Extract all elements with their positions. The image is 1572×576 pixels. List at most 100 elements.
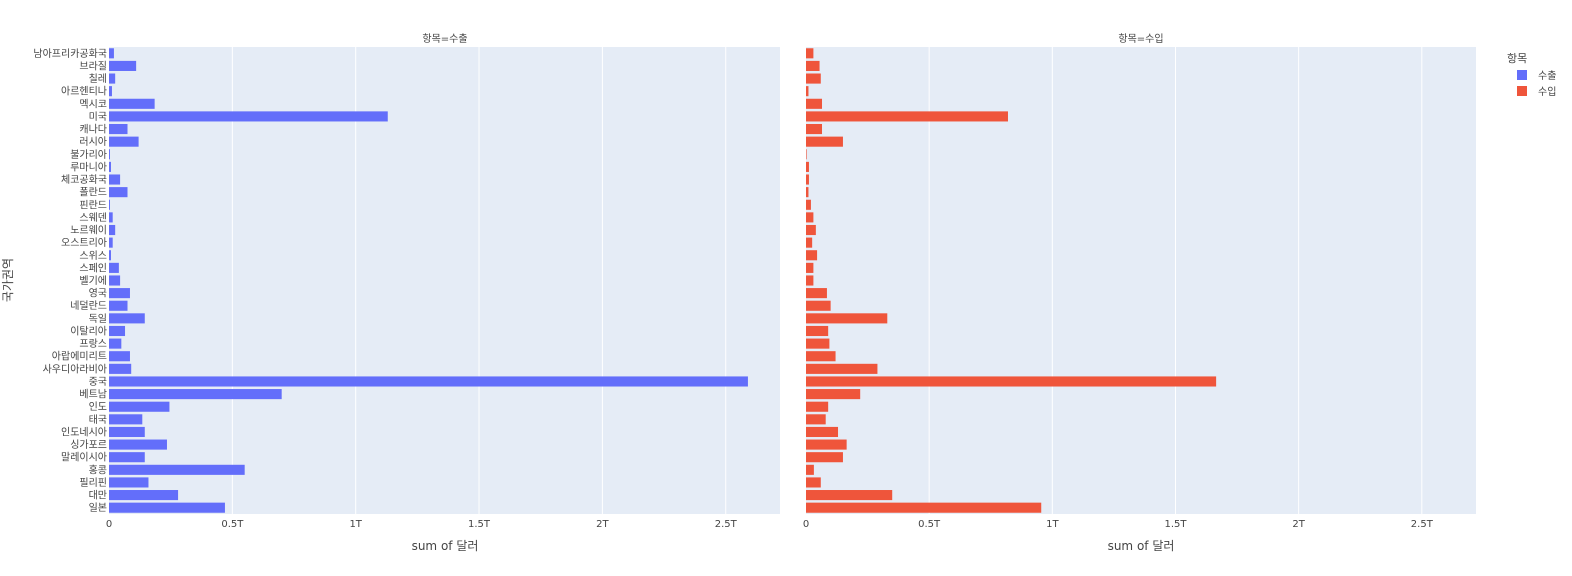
legend-label-import: 수입	[1538, 85, 1556, 98]
x-tick-label: 1T	[1046, 519, 1059, 530]
y-tick-label: 베트남	[79, 389, 107, 401]
x-tick-label: 2.5T	[1411, 519, 1434, 530]
y-tick-label: 독일	[89, 313, 107, 325]
bar	[806, 187, 809, 198]
bar	[806, 426, 839, 438]
bar	[806, 250, 818, 261]
bar	[109, 123, 128, 135]
bar	[109, 351, 130, 362]
bar	[109, 313, 145, 324]
y-tick-label: 홍콩	[89, 463, 107, 476]
bar	[109, 224, 116, 236]
bar	[109, 187, 128, 198]
bar	[806, 300, 831, 311]
bar	[806, 149, 807, 160]
y-tick-label: 캐나다	[79, 124, 107, 136]
bar	[109, 401, 170, 412]
y-tick-label: 러시아	[79, 136, 107, 148]
y-tick-label: 핀란드	[79, 199, 107, 211]
facet-panel-1: 0 0.5T 1T 1.5T 2T 2.5T	[803, 47, 1476, 530]
bar	[806, 98, 823, 109]
bar	[806, 439, 847, 450]
bar	[806, 136, 843, 147]
bar	[109, 111, 388, 122]
bar	[109, 439, 167, 450]
y-tick-label: 체코공화국	[61, 174, 107, 186]
y-tick-label: 스웨덴	[79, 212, 107, 224]
bar	[806, 464, 814, 475]
y-tick-label: 아랍에미리트	[52, 350, 107, 363]
plot-background	[806, 47, 1476, 514]
facet-panels: 0 0.5T 1T 1.5T 2T 2.5T 남아프리카공화국브라질칠레아르헨티나멕시코미국…	[33, 47, 1476, 530]
y-tick-label: 노르웨이	[70, 225, 107, 237]
y-tick-label: 이탈리아	[70, 324, 107, 337]
plot-background	[109, 47, 780, 514]
y-tick-label: 오스트리아	[61, 237, 107, 249]
legend: 항목 수출 수입	[1507, 52, 1556, 98]
bar	[806, 414, 826, 425]
y-tick-label: 브라질	[79, 60, 107, 72]
bar	[109, 86, 112, 97]
bar	[806, 490, 893, 501]
bar	[806, 123, 823, 135]
bar	[806, 60, 820, 71]
y-tick-label: 네덜란드	[70, 300, 107, 312]
bar	[109, 389, 282, 400]
bar	[109, 452, 145, 463]
bar	[806, 48, 814, 59]
y-tick-label: 사우디아라비아	[43, 363, 107, 375]
bar	[806, 325, 829, 337]
y-tick-label: 칠레	[89, 73, 107, 85]
bar	[109, 376, 748, 387]
bar	[109, 136, 139, 147]
bar	[806, 224, 816, 236]
bar	[109, 414, 143, 425]
bar	[109, 48, 114, 59]
x-tick-label: 2.5T	[715, 519, 738, 530]
x-axis-title-right: sum of 달러	[1108, 539, 1175, 553]
bar	[109, 212, 113, 223]
y-tick-label: 아르헨티나	[61, 86, 107, 98]
bar	[806, 401, 829, 412]
y-tick-label: 필리핀	[79, 477, 107, 489]
bar	[806, 174, 809, 185]
bar	[109, 161, 111, 172]
bar	[109, 262, 119, 273]
bar	[109, 325, 126, 337]
bar	[109, 490, 179, 501]
bar	[806, 86, 809, 97]
legend-swatch-import	[1517, 86, 1527, 96]
bar	[109, 477, 149, 488]
bar	[806, 502, 1042, 513]
bar	[109, 250, 111, 261]
y-tick-label: 태국	[89, 414, 107, 426]
x-tick-label: 0	[803, 519, 809, 530]
legend-item-import[interactable]: 수입	[1517, 85, 1556, 98]
x-tick-label: 1.5T	[1164, 519, 1187, 530]
y-tick-label: 프랑스	[79, 338, 107, 350]
y-tick-label: 스위스	[79, 249, 107, 262]
bar	[806, 313, 888, 324]
bar	[109, 199, 110, 210]
legend-swatch-export	[1517, 70, 1527, 80]
y-tick-label: 말레이시아	[61, 452, 107, 464]
bar	[109, 338, 122, 349]
legend-item-export[interactable]: 수출	[1517, 70, 1556, 82]
bar	[806, 477, 821, 488]
bar	[109, 363, 132, 374]
bar	[806, 212, 814, 223]
x-tick-label: 1.5T	[468, 519, 491, 530]
bar	[806, 288, 827, 299]
legend-title: 항목	[1507, 52, 1527, 65]
bar	[806, 338, 830, 349]
bar	[806, 275, 814, 286]
bar	[109, 73, 116, 84]
bar	[109, 60, 137, 71]
bar	[806, 262, 814, 273]
bar	[806, 73, 821, 84]
y-tick-label: 폴란드	[79, 187, 107, 199]
y-tick-label: 루마니아	[70, 161, 107, 173]
bar	[109, 98, 155, 109]
bar	[109, 300, 128, 311]
